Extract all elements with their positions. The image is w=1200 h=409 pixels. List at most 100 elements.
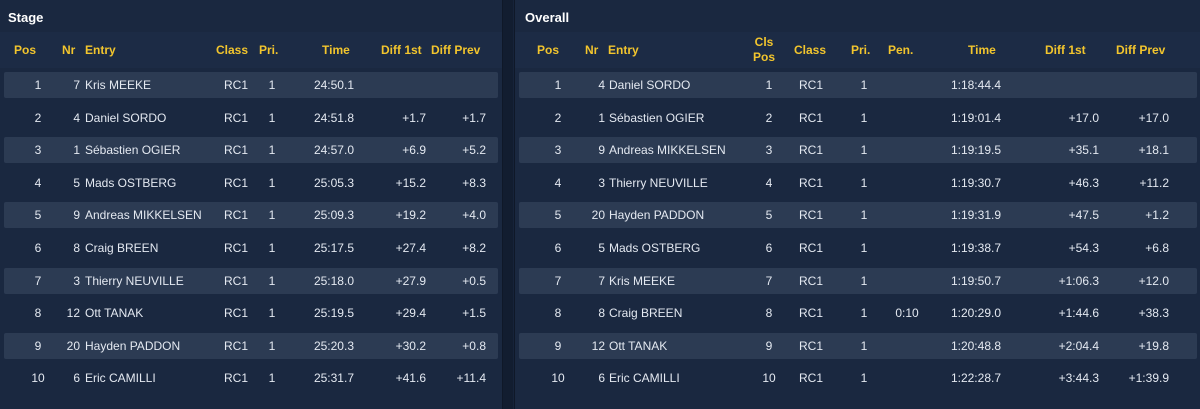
entry-cell: Andreas MIKKELSEN — [85, 208, 202, 223]
overall-table-row[interactable]: 5 20 Hayden PADDON 5 RC1 1 1:19:31.9 +47.5 +1.2 — [519, 202, 1197, 229]
class-cell: RC1 — [223, 371, 248, 386]
overall-table-row[interactable]: 3 9 Andreas MIKKELSEN 3 RC1 1 1:19:19.5 +35.1 +1… — [519, 137, 1197, 164]
pos-cell: 8 — [554, 306, 562, 321]
diff1st-cell: +2:04.4 — [1058, 338, 1099, 353]
stage-col-pri[interactable]: Pri. — [259, 43, 279, 57]
stage-table-row[interactable]: 6 8 Craig BREEN RC1 1 25:17.5 +27.4 +8.2 — [4, 235, 498, 261]
stage-header-row: Pos Nr Entry Class Pri. Time Diff 1st Di… — [0, 32, 502, 68]
pos-cell: 6 — [554, 241, 562, 255]
overall-col-pri[interactable]: Pri. — [851, 43, 871, 57]
stage-table-row[interactable]: 9 20 Hayden PADDON RC1 1 25:20.3 +30.2 +0.8 — [4, 332, 498, 359]
pos-cell: 8 — [34, 306, 42, 321]
overall-col-time[interactable]: Time — [968, 43, 996, 57]
time-cell: 24:50.1 — [313, 78, 354, 92]
stage-col-diff1st[interactable]: Diff 1st — [381, 43, 422, 57]
stage-table-row[interactable]: 3 1 Sébastien OGIER RC1 1 24:57.0 +6.9 +5.2 — [4, 137, 498, 164]
pen-cell: 0:10 — [895, 306, 919, 321]
nr-cell: 9 — [598, 143, 605, 158]
stage-table-row[interactable]: 7 3 Thierry NEUVILLE RC1 1 25:18.0 +27.9 +0.5 — [4, 267, 498, 294]
diff1st-cell — [1039, 72, 1099, 98]
entry-cell: Mads OSTBERG — [85, 175, 177, 190]
pri-cell: 1 — [860, 273, 868, 288]
overall-col-pen[interactable]: Pen. — [888, 43, 914, 57]
stage-panel: Stage Pos Nr Entry Class Pri. Time Diff … — [0, 0, 503, 409]
overall-col-diff1st[interactable]: Diff 1st — [1045, 43, 1086, 57]
diffprev-cell: +1.5 — [462, 306, 486, 321]
overall-title: Overall — [525, 10, 570, 25]
overall-col-clspos[interactable]: Cls Pos — [753, 32, 775, 68]
overall-col-class[interactable]: Class — [794, 43, 827, 57]
pos-cell: 3 — [34, 143, 42, 158]
nr-cell: 20 — [591, 208, 605, 223]
stage-table-row[interactable]: 1 7 Kris MEEKE RC1 1 24:50.1 — [4, 72, 498, 98]
time-cell: 25:17.5 — [313, 241, 354, 255]
time-cell: 1:20:48.8 — [950, 338, 1001, 353]
overall-table-row[interactable]: 10 6 Eric CAMILLI 10 RC1 1 1:22:28.7 +3:44.3 +1:… — [519, 365, 1197, 391]
stage-col-class[interactable]: Class — [216, 43, 249, 57]
diffprev-cell: +4.0 — [462, 208, 486, 223]
pos-cell: 9 — [34, 338, 42, 353]
diff1st-cell: +41.6 — [395, 371, 426, 386]
class-cell: RC1 — [798, 306, 823, 321]
diffprev-cell: +5.2 — [462, 143, 486, 158]
entry-cell: Mads OSTBERG — [609, 241, 701, 255]
pos-cell: 10 — [551, 371, 565, 386]
stage-table-row[interactable]: 4 5 Mads OSTBERG RC1 1 25:05.3 +15.2 +8.3 — [4, 170, 498, 196]
overall-col-pos[interactable]: Pos — [537, 43, 560, 57]
entry-cell: Eric CAMILLI — [609, 371, 680, 386]
time-cell: 1:22:28.7 — [950, 371, 1001, 386]
stage-col-time[interactable]: Time — [322, 43, 350, 57]
nr-cell: 6 — [598, 371, 605, 386]
stage-col-entry[interactable]: Entry — [85, 43, 116, 57]
stage-table-row[interactable]: 2 4 Daniel SORDO RC1 1 24:51.8 +1.7 +1.7 — [4, 105, 498, 131]
stage-table-row[interactable]: 5 9 Andreas MIKKELSEN RC1 1 25:09.3 +19.2 +4.0 — [4, 202, 498, 229]
class-cell: RC1 — [798, 241, 823, 255]
stage-title: Stage — [8, 10, 44, 25]
class-cell: RC1 — [223, 175, 248, 190]
time-cell: 1:18:44.4 — [950, 78, 1001, 92]
pri-cell: 1 — [860, 338, 868, 353]
pos-cell: 6 — [34, 241, 42, 255]
time-cell: 1:19:38.7 — [950, 241, 1001, 255]
stage-col-diffprev[interactable]: Diff Prev — [431, 43, 481, 57]
overall-table-row[interactable]: 8 8 Craig BREEN 8 RC1 1 0:10 1:20:29.0 +1:44.6 +3… — [519, 300, 1197, 326]
nr-cell: 7 — [598, 273, 605, 288]
overall-table-row[interactable]: 9 12 Ott TANAK 9 RC1 1 1:20:48.8 +2:04.4 +19.8 — [519, 332, 1197, 359]
entry-cell: Kris MEEKE — [85, 78, 152, 92]
diffprev-cell: +8.3 — [462, 175, 486, 190]
pen-cell — [889, 268, 925, 294]
overall-col-entry[interactable]: Entry — [608, 43, 639, 57]
entry-cell: Kris MEEKE — [609, 273, 676, 288]
class-cell: RC1 — [223, 241, 248, 255]
nr-cell: 1 — [73, 143, 80, 158]
entry-cell: Daniel SORDO — [85, 110, 167, 125]
overall-col-diffprev[interactable]: Diff Prev — [1116, 43, 1166, 57]
overall-table-row[interactable]: 1 4 Daniel SORDO 1 RC1 1 1:18:44.4 — [519, 72, 1197, 98]
class-cell: RC1 — [223, 306, 248, 321]
overall-table-row[interactable]: 2 1 Sébastien OGIER 2 RC1 1 1:19:01.4 +17.0 +17.… — [519, 105, 1197, 131]
overall-table-row[interactable]: 7 7 Kris MEEKE 7 RC1 1 1:19:50.7 +1:06.3 +12.0 — [519, 267, 1197, 294]
pos-cell: 5 — [34, 208, 42, 223]
stage-table-row[interactable]: 8 12 Ott TANAK RC1 1 25:19.5 +29.4 +1.5 — [4, 300, 498, 326]
pos-cell: 1 — [34, 78, 42, 92]
pri-cell: 1 — [860, 371, 868, 386]
stage-col-pos[interactable]: Pos — [14, 43, 37, 57]
overall-table-row[interactable]: 4 3 Thierry NEUVILLE 4 RC1 1 1:19:30.7 +46.3 +11… — [519, 170, 1197, 196]
overall-table-row[interactable]: 6 5 Mads OSTBERG 6 RC1 1 1:19:38.7 +54.3 +6.8 — [519, 235, 1197, 261]
entry-cell: Hayden PADDON — [609, 208, 705, 223]
pos-cell: 10 — [31, 371, 45, 386]
entry-cell: Andreas MIKKELSEN — [609, 143, 726, 158]
diff1st-cell: +27.9 — [395, 273, 426, 288]
pen-cell — [889, 365, 925, 391]
stage-table-row[interactable]: 10 6 Eric CAMILLI RC1 1 25:31.7 +41.6 +11.4 — [4, 365, 498, 391]
class-cell: RC1 — [798, 208, 823, 223]
diff1st-cell: +19.2 — [395, 208, 426, 223]
pri-cell: 1 — [268, 273, 276, 288]
stage-col-nr[interactable]: Nr — [62, 43, 76, 57]
diff1st-cell: +3:44.3 — [1058, 371, 1099, 386]
time-cell: 1:19:30.7 — [950, 175, 1001, 190]
diffprev-cell: +19.8 — [1138, 338, 1169, 353]
overall-col-nr[interactable]: Nr — [585, 43, 599, 57]
diffprev-cell: +6.8 — [1145, 241, 1169, 255]
time-cell: 24:57.0 — [313, 143, 354, 158]
